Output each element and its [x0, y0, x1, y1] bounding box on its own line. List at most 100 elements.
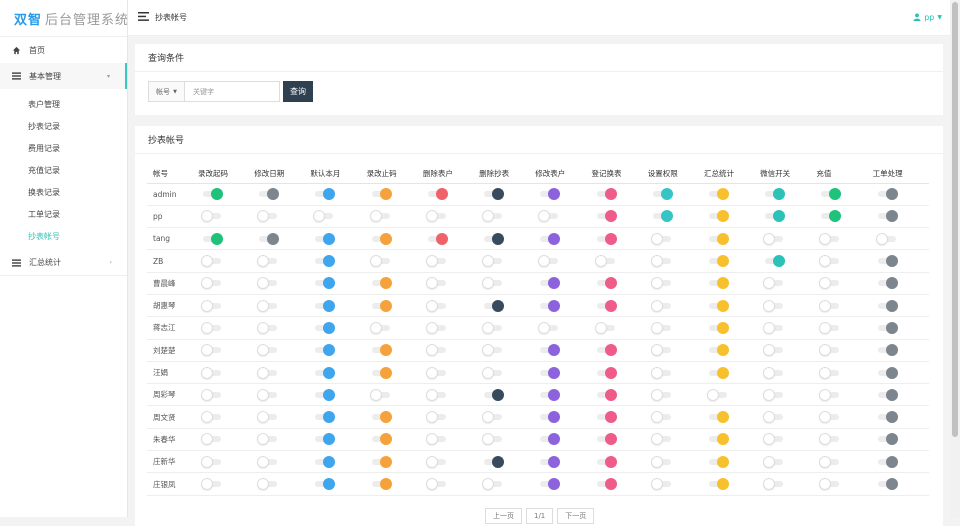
submenu-item[interactable]: 表户管理 — [28, 99, 60, 109]
submenu-item[interactable]: 充值记录 — [28, 165, 60, 175]
permission-toggle[interactable] — [370, 344, 392, 357]
permission-toggle[interactable] — [538, 478, 561, 490]
permission-toggle[interactable] — [763, 388, 785, 401]
permission-toggle[interactable] — [875, 232, 898, 245]
permission-toggle[interactable] — [370, 478, 392, 490]
permission-toggle[interactable] — [595, 433, 617, 446]
permission-toggle[interactable] — [650, 255, 673, 268]
permission-toggle[interactable] — [650, 344, 673, 357]
permission-toggle[interactable] — [482, 299, 505, 312]
permission-toggle[interactable] — [257, 321, 279, 334]
permission-toggle[interactable] — [595, 478, 617, 490]
permission-toggle[interactable] — [706, 388, 729, 401]
permission-toggle[interactable] — [257, 455, 279, 468]
permission-toggle[interactable] — [876, 210, 898, 223]
permission-toggle[interactable] — [313, 321, 336, 334]
permission-toggle[interactable] — [482, 366, 504, 379]
permission-toggle[interactable] — [595, 277, 617, 290]
permission-toggle[interactable] — [313, 344, 336, 357]
permission-toggle[interactable] — [425, 344, 448, 357]
permission-toggle[interactable] — [819, 344, 841, 357]
permission-toggle[interactable] — [876, 388, 898, 401]
permission-toggle[interactable] — [707, 478, 729, 490]
permission-toggle[interactable] — [257, 210, 279, 223]
permission-toggle[interactable] — [482, 255, 504, 268]
permission-toggle[interactable] — [538, 321, 560, 334]
permission-toggle[interactable] — [538, 277, 561, 290]
permission-toggle[interactable] — [313, 433, 336, 446]
permission-toggle[interactable] — [313, 232, 336, 245]
permission-toggle[interactable] — [876, 366, 898, 379]
permission-toggle[interactable] — [482, 232, 505, 245]
permission-toggle[interactable] — [426, 188, 448, 201]
permission-toggle[interactable] — [257, 344, 279, 357]
permission-toggle[interactable] — [763, 344, 785, 357]
submenu-item[interactable]: 费用记录 — [28, 143, 60, 153]
permission-toggle[interactable] — [370, 277, 392, 290]
field-select[interactable]: 帐号 ▼ — [148, 81, 185, 102]
permission-toggle[interactable] — [538, 433, 561, 446]
permission-toggle[interactable] — [370, 188, 392, 201]
permission-toggle[interactable] — [313, 455, 336, 468]
permission-toggle[interactable] — [650, 433, 673, 446]
permission-toggle[interactable] — [819, 321, 841, 334]
submenu-item[interactable]: 工单记录 — [28, 209, 60, 219]
permission-toggle[interactable] — [370, 299, 392, 312]
permission-toggle[interactable] — [257, 188, 280, 201]
permission-toggle[interactable] — [651, 188, 673, 201]
permission-toggle[interactable] — [482, 188, 505, 201]
permission-toggle[interactable] — [425, 455, 448, 468]
permission-toggle[interactable] — [707, 210, 729, 223]
permission-toggle[interactable] — [369, 388, 392, 401]
permission-toggle[interactable] — [650, 277, 673, 290]
permission-toggle[interactable] — [482, 344, 504, 357]
permission-toggle[interactable] — [650, 299, 673, 312]
permission-toggle[interactable] — [313, 411, 336, 424]
permission-toggle[interactable] — [201, 188, 223, 201]
permission-toggle[interactable] — [876, 433, 898, 446]
permission-toggle[interactable] — [425, 478, 448, 490]
permission-toggle[interactable] — [595, 388, 617, 401]
permission-toggle[interactable] — [313, 277, 336, 290]
permission-toggle[interactable] — [763, 210, 786, 223]
permission-toggle[interactable] — [819, 210, 842, 223]
permission-toggle[interactable] — [313, 210, 335, 223]
permission-toggle[interactable] — [876, 321, 898, 334]
permission-toggle[interactable] — [313, 478, 336, 490]
permission-toggle[interactable] — [425, 411, 448, 424]
permission-toggle[interactable] — [370, 455, 392, 468]
permission-toggle[interactable] — [482, 388, 505, 401]
user-menu[interactable]: pp ▼ — [913, 12, 942, 23]
permission-toggle[interactable] — [425, 388, 448, 401]
permission-toggle[interactable] — [650, 366, 673, 379]
permission-toggle[interactable] — [538, 299, 561, 312]
permission-toggle[interactable] — [707, 255, 729, 268]
permission-toggle[interactable] — [595, 188, 617, 201]
permission-toggle[interactable] — [369, 255, 392, 268]
permission-toggle[interactable] — [425, 321, 448, 334]
permission-toggle[interactable] — [200, 366, 223, 379]
permission-toggle[interactable] — [425, 255, 448, 268]
permission-toggle[interactable] — [538, 388, 561, 401]
permission-toggle[interactable] — [763, 277, 785, 290]
permission-toggle[interactable] — [595, 210, 617, 223]
permission-toggle[interactable] — [763, 366, 785, 379]
permission-toggle[interactable] — [257, 232, 280, 245]
permission-toggle[interactable] — [650, 232, 673, 245]
permission-toggle[interactable] — [707, 188, 729, 201]
permission-toggle[interactable] — [538, 411, 561, 424]
permission-toggle[interactable] — [200, 255, 223, 268]
permission-toggle[interactable] — [200, 388, 223, 401]
permission-toggle[interactable] — [201, 232, 223, 245]
permission-toggle[interactable] — [819, 255, 841, 268]
permission-toggle[interactable] — [538, 255, 560, 268]
permission-toggle[interactable] — [650, 478, 673, 490]
permission-toggle[interactable] — [538, 366, 561, 379]
permission-toggle[interactable] — [313, 299, 336, 312]
permission-toggle[interactable] — [763, 255, 786, 268]
permission-toggle[interactable] — [200, 433, 223, 446]
permission-toggle[interactable] — [482, 277, 504, 290]
permission-toggle[interactable] — [707, 321, 729, 334]
permission-toggle[interactable] — [763, 321, 785, 334]
permission-toggle[interactable] — [650, 411, 673, 424]
